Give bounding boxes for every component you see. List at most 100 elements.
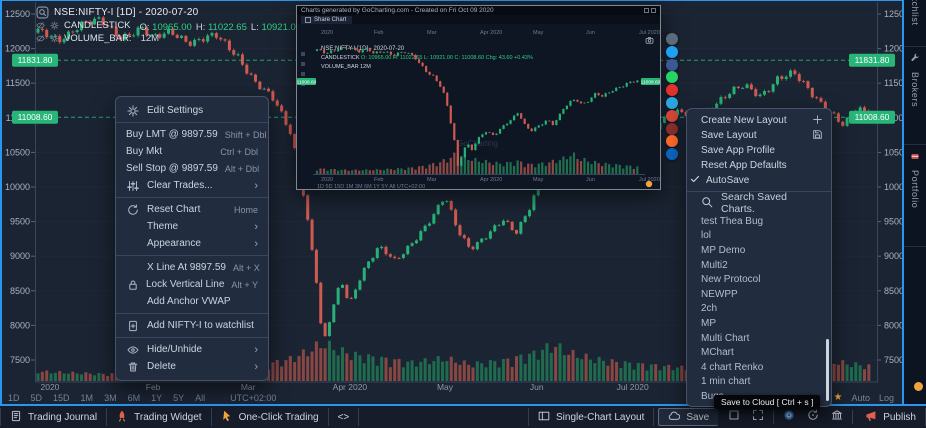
menu-item-shortcut: Alt + Y [231, 279, 258, 290]
menu-item-edit-settings[interactable]: Edit Settings [116, 102, 268, 119]
timezone-label[interactable]: UTC+02:00 [230, 392, 277, 403]
preview-month-label: Jul 2020 [639, 177, 660, 183]
saved-chart-item[interactable]: test Thea Bug [701, 215, 764, 227]
timeframe-1d[interactable]: 1D [8, 392, 20, 403]
menu-item-save-app-profile[interactable]: Save App Profile [687, 143, 831, 158]
timeframe-5d[interactable]: 5D [30, 392, 43, 403]
share-chart-preview-window[interactable]: Charts generated by GoCharting.com - Cre… [296, 5, 661, 190]
code-button[interactable]: <> [329, 408, 360, 426]
saved-chart-item[interactable]: MP Demo [701, 244, 746, 256]
timeframe-3m[interactable]: 3M [104, 392, 117, 403]
menu-item-shortcut: Alt + Dbl [224, 163, 260, 174]
svg-text:11500: 11500 [884, 78, 902, 88]
tab-separator [904, 246, 926, 247]
menu-item-sell-stop-9897-59[interactable]: Sell Stop @ 9897.59 Alt + Dbl [116, 160, 268, 177]
expand-icon[interactable] [644, 8, 649, 13]
auto-scale-toggle[interactable]: Auto [851, 392, 870, 403]
preview-mini-chart: 2020 2020 Feb Feb Mar Mar Apr 2020 Apr 2020 May M… [297, 30, 661, 190]
svg-text:11008.60: 11008.60 [297, 79, 317, 85]
preview-window-icons[interactable] [644, 8, 656, 13]
preview-month-label: Apr 2020 [480, 177, 502, 183]
publish-button[interactable]: Publish [856, 408, 926, 426]
menu-item-x-line-at-9897-59[interactable]: X Line At 9897.59 Alt + X [116, 259, 268, 276]
menu-item-reset-app-defaults[interactable]: Reset App Defaults [687, 158, 831, 173]
timeframe-1y[interactable]: 1Y [151, 392, 163, 403]
menu-item-delete[interactable]: Delete › [116, 358, 268, 375]
price-label-pill: 11008.60 [12, 110, 58, 124]
menu-item-autosave[interactable]: AutoSave [687, 173, 831, 188]
saved-chart-item[interactable]: New Protocol [701, 274, 761, 286]
menu-item-label: Hide/Unhide [147, 344, 203, 355]
saved-chart-item[interactable]: MP [701, 317, 716, 329]
share-pinterest-button[interactable] [666, 84, 678, 97]
saved-chart-item[interactable]: Multi Chart [701, 332, 750, 344]
menu-item-reset-chart[interactable]: Reset Chart Home [116, 201, 268, 218]
share-linkedin-button[interactable] [666, 148, 678, 161]
snapshot-icon[interactable] [645, 37, 654, 44]
svg-text:9500: 9500 [884, 217, 902, 227]
favorite-star-icon[interactable]: ★ [833, 392, 843, 403]
button-label: <> [337, 411, 350, 423]
tab-share-chart[interactable]: Share Chart [301, 16, 353, 24]
separator [852, 410, 854, 424]
menu-item-label: Edit Settings [147, 105, 204, 116]
saved-chart-item[interactable]: 1 min chart [701, 376, 751, 388]
sync-button[interactable] [801, 408, 825, 426]
log-scale-toggle[interactable]: Log [878, 392, 894, 403]
menu-item-add-nifty-i-to-watchlist[interactable]: Add NIFTY-I to watchlist [116, 317, 268, 334]
menu-item-appearance[interactable]: Appearance › [116, 235, 268, 252]
timeframe-6m[interactable]: 6M [127, 392, 141, 403]
svg-text:11008.60: 11008.60 [641, 79, 660, 85]
saved-chart-item[interactable]: MChart [701, 347, 734, 359]
save-button[interactable]: Save [658, 408, 719, 426]
trading-widget-button[interactable]: Trading Widget [107, 408, 212, 426]
svg-text:12500: 12500 [5, 9, 30, 19]
menu-item-buy-lmt-9897-59[interactable]: Buy LMT @ 9897.59 Shift + Dbl [116, 126, 268, 143]
share-twitter-button[interactable] [666, 45, 678, 58]
one-click-trading-button[interactable]: One-Click Trading [212, 408, 329, 426]
saved-chart-item[interactable]: lol [701, 230, 712, 242]
camsphere-button[interactable] [777, 408, 801, 426]
menu-item-create-new-layout[interactable]: Create New Layout [687, 113, 831, 128]
saved-charts-scrollbar[interactable] [826, 339, 829, 401]
share-whatsapp-button[interactable] [666, 71, 678, 84]
saved-chart-item[interactable]: Multi2 [701, 259, 728, 271]
preview-month-label: Mar [427, 30, 437, 36]
share-facebook-button[interactable] [666, 58, 678, 71]
timeframe-15d[interactable]: 15D [53, 392, 70, 403]
saved-chart-item[interactable]: Bugs [701, 390, 724, 402]
saved-charts-search[interactable]: Search Saved Charts. [687, 191, 831, 215]
saved-chart-item[interactable]: 4 chart Renko [701, 361, 764, 373]
fullscreen-button[interactable] [746, 408, 770, 426]
share-gmail-button[interactable] [666, 109, 678, 122]
bottom-bar-right-group: Single-Chart Layout Save Publish [528, 406, 926, 428]
screenshot-button[interactable] [722, 408, 746, 426]
context-menu-section: Edit Settings [116, 99, 268, 122]
menu-item-add-anchor-vwap[interactable]: Add Anchor VWAP [116, 293, 268, 310]
menu-item-theme[interactable]: Theme › [116, 218, 268, 235]
share-download-button[interactable] [666, 33, 678, 45]
saved-chart-item[interactable]: NEWPP [701, 288, 738, 300]
share-reddit-button[interactable] [666, 135, 678, 148]
trading-journal-button[interactable]: Trading Journal [0, 408, 108, 426]
saved-chart-item[interactable]: 2ch [701, 303, 718, 315]
menu-item-save-layout[interactable]: Save Layout [687, 128, 831, 143]
sidebar-tab-portfolio[interactable]: Portfolio [904, 148, 926, 244]
bank-button[interactable] [825, 408, 849, 426]
menu-item-buy-mkt[interactable]: Buy Mkt Ctrl + Dbl [116, 143, 268, 160]
single-chart-layout-button[interactable]: Single-Chart Layout [528, 408, 655, 426]
menu-item-lock-vertical-line[interactable]: Lock Vertical Line Alt + Y [116, 276, 268, 293]
time-axis-labels[interactable]: 2020 Feb Mar Apr 2020 May Jun Jul 2020 [41, 382, 649, 392]
sidebar-tab-watchlist[interactable]: Watchlist [904, 0, 926, 46]
menu-item-hide-unhide[interactable]: Hide/Unhide › [116, 341, 268, 358]
timeframe-1m[interactable]: 1M [80, 392, 94, 403]
share-email-dark-button[interactable] [666, 122, 678, 135]
close-icon[interactable] [651, 8, 656, 13]
sidebar-tab-brokers[interactable]: Brokers [904, 50, 926, 142]
search-icon [702, 196, 713, 207]
timeframe-5y[interactable]: 5Y [173, 392, 185, 403]
menu-item-clear-trades[interactable]: Clear Trades... › [116, 177, 268, 194]
share-telegram-button[interactable] [666, 97, 678, 109]
timeframe-all[interactable]: All [195, 392, 206, 403]
